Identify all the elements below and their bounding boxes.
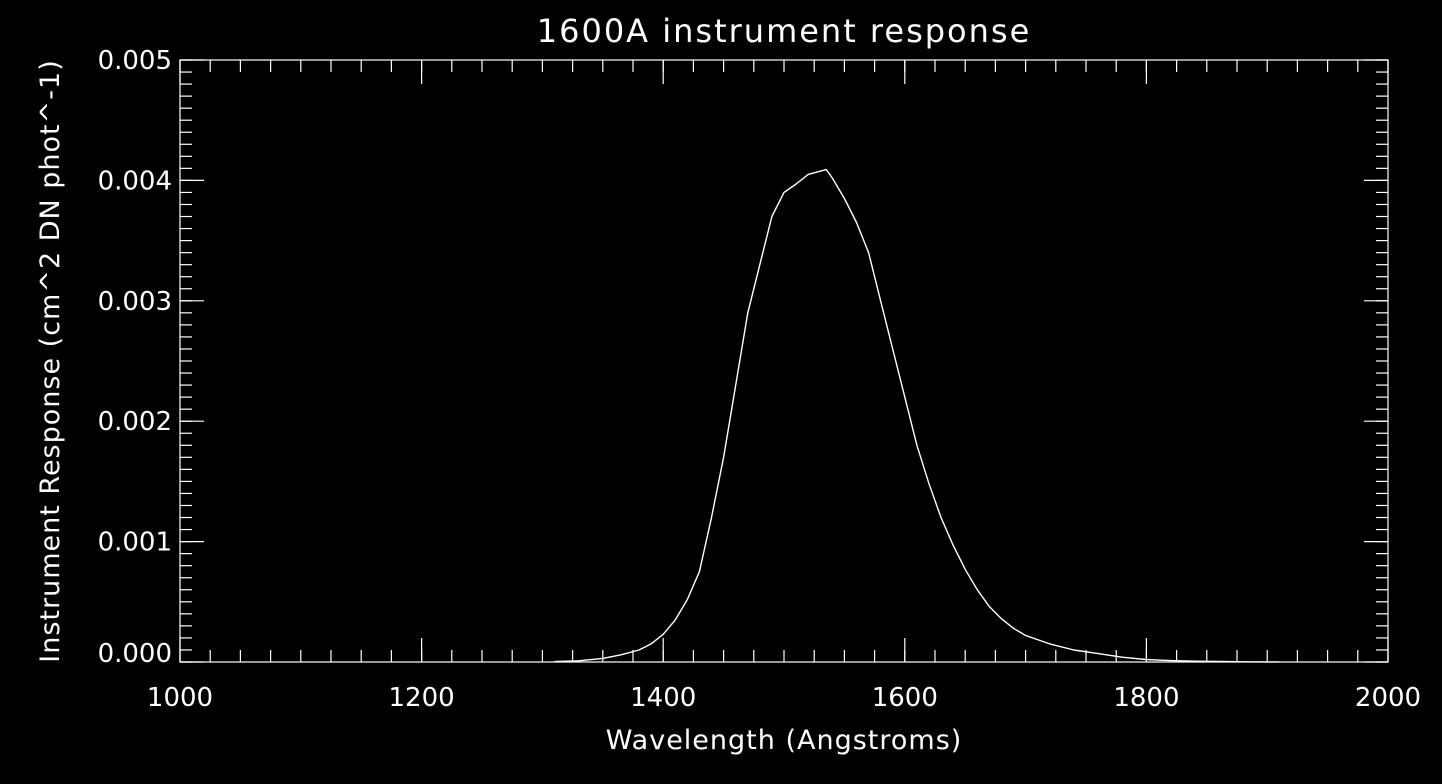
- x-axis-label: Wavelength (Angstroms): [606, 725, 963, 756]
- y-tick-label: 0.003: [98, 287, 172, 317]
- y-tick-label: 0.002: [98, 407, 172, 437]
- chart-title: 1600A instrument response: [537, 12, 1032, 50]
- x-tick-label: 1000: [147, 683, 213, 713]
- y-tick-labels: 0.000 0.001 0.002 0.003 0.004 0.005: [98, 46, 172, 669]
- x-tick-label: 1600: [872, 683, 938, 713]
- x-tick-label: 1400: [630, 683, 696, 713]
- y-tick-label: 0.005: [98, 46, 172, 76]
- x-tick-labels: 1000 1200 1400 1600 1800 2000: [147, 683, 1421, 713]
- x-tick-label: 2000: [1355, 683, 1421, 713]
- response-curve: [554, 168, 1280, 663]
- x-tick-label: 1800: [1113, 683, 1179, 713]
- y-tick-label: 0.004: [98, 166, 172, 196]
- y-tick-label: 0.001: [98, 528, 172, 558]
- y-tick-label: 0.000: [98, 639, 172, 669]
- x-tick-label: 1200: [389, 683, 455, 713]
- y-axis-label: Instrument Response (cm^2 DN phot^-1): [35, 59, 66, 662]
- axis-ticks: [179, 59, 1389, 663]
